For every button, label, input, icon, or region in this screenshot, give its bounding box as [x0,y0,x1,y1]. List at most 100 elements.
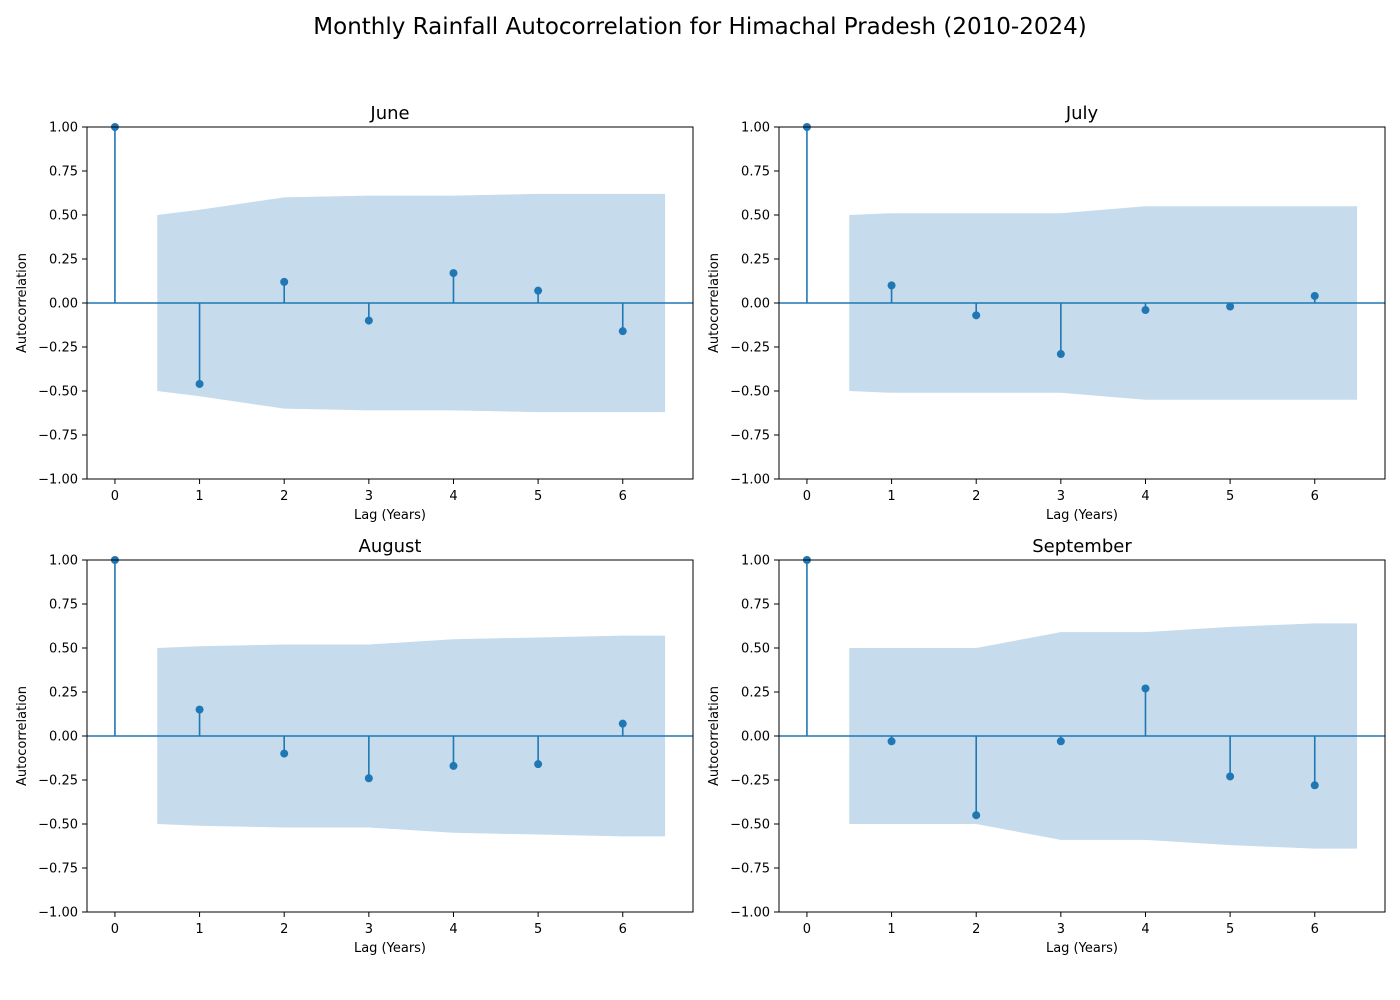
acf-point-lag-4 [1141,684,1150,693]
acf-point-lag-1 [887,281,896,290]
y-tick-label: −0.50 [38,818,78,833]
y-tick-label: −0.75 [38,862,78,877]
x-tick-label: 1 [887,489,895,504]
y-tick-label: −1.00 [730,473,770,488]
y-tick-label: −1.00 [38,473,78,488]
x-tick-label: 4 [449,489,457,504]
y-tick-label: −0.25 [38,774,78,789]
x-tick-label: 6 [1311,922,1319,937]
y-tick-label: 0.50 [741,209,770,224]
x-tick-label: 5 [1226,922,1234,937]
x-tick-label: 2 [280,489,288,504]
y-tick-label: −0.50 [38,385,78,400]
y-tick-label: −0.75 [730,429,770,444]
x-tick-label: 4 [449,922,457,937]
x-tick-label: 2 [972,489,980,504]
x-tick-label: 0 [803,922,811,937]
acf-point-lag-5 [1226,772,1235,781]
y-tick-label: 0.25 [49,253,78,268]
x-tick-label: 2 [972,922,980,937]
y-tick-label: 1.00 [741,554,770,569]
y-tick-label: −1.00 [38,906,78,921]
acf-point-lag-3 [1056,350,1065,359]
y-tick-label: 0.75 [741,165,770,180]
y-tick-label: −0.25 [38,341,78,356]
x-axis-label: Lag (Years) [354,941,426,956]
y-tick-label: −1.00 [730,906,770,921]
y-axis-label: Autocorrelation [707,253,722,353]
acf-subplot-september: −1.00 −0.75 −0.50 −0.25 0.00 0.25 0.50 0.75 1.00… [707,536,1386,956]
x-tick-label: 3 [1057,922,1065,937]
y-tick-label: 0.25 [741,686,770,701]
y-tick-label: 0.50 [49,209,78,224]
acf-point-lag-6 [618,327,627,336]
y-tick-label: 0.00 [49,297,78,312]
x-tick-label: 3 [365,922,373,937]
acf-point-lag-5 [1226,302,1235,311]
y-tick-label: −0.50 [730,818,770,833]
y-tick-label: 0.00 [741,297,770,312]
y-axis-label: Autocorrelation [15,253,30,353]
x-tick-label: 6 [619,922,627,937]
x-tick-label: 2 [280,922,288,937]
acf-point-lag-3 [364,774,373,783]
y-tick-label: 1.00 [741,121,770,136]
y-tick-label: 0.00 [49,730,78,745]
y-tick-label: −0.50 [730,385,770,400]
x-tick-label: 4 [1141,922,1149,937]
x-tick-label: 3 [1057,489,1065,504]
x-axis-label: Lag (Years) [354,508,426,523]
acf-point-lag-1 [195,705,204,714]
y-tick-label: 0.00 [741,730,770,745]
acf-point-lag-5 [534,760,543,769]
y-tick-label: 0.75 [49,165,78,180]
y-tick-label: 0.25 [49,686,78,701]
y-tick-label: 0.50 [49,642,78,657]
x-tick-label: 5 [534,922,542,937]
y-axis-label: Autocorrelation [707,686,722,786]
x-tick-label: 1 [195,489,203,504]
subplot-title: September [1032,536,1132,557]
acf-point-lag-3 [364,316,373,325]
x-tick-label: 1 [195,922,203,937]
acf-point-lag-2 [280,277,289,286]
acf-point-lag-6 [1310,781,1319,790]
subplot-title: July [1065,103,1099,124]
subplot-title: June [369,103,409,124]
acf-point-lag-6 [1310,291,1319,300]
x-tick-label: 0 [111,489,119,504]
y-tick-label: 0.75 [49,598,78,613]
x-axis-label: Lag (Years) [1046,941,1118,956]
acf-subplot-june: −1.00 −0.75 −0.50 −0.25 0.00 0.25 0.50 0.75 1.00… [15,103,694,523]
y-tick-label: 0.75 [741,598,770,613]
acf-point-lag-1 [195,379,204,388]
acf-point-lag-1 [887,737,896,746]
y-tick-label: −0.25 [730,774,770,789]
y-tick-label: 0.25 [741,253,770,268]
x-tick-label: 4 [1141,489,1149,504]
y-tick-label: 0.50 [741,642,770,657]
x-tick-label: 5 [534,489,542,504]
figure-title: Monthly Rainfall Autocorrelation for Him… [313,14,1087,40]
acf-point-lag-2 [280,749,289,758]
y-axis-label: Autocorrelation [15,686,30,786]
acf-point-lag-5 [534,286,543,295]
x-axis-label: Lag (Years) [1046,508,1118,523]
y-tick-label: −0.25 [730,341,770,356]
acf-point-lag-4 [449,761,458,770]
acf-subplot-july: −1.00 −0.75 −0.50 −0.25 0.00 0.25 0.50 0.75 1.00… [707,103,1386,523]
acf-subplot-august: −1.00 −0.75 −0.50 −0.25 0.00 0.25 0.50 0.75 1.00… [15,536,694,956]
acf-point-lag-6 [618,719,627,728]
y-tick-label: 1.00 [49,554,78,569]
y-tick-label: 1.00 [49,121,78,136]
acf-point-lag-2 [972,311,981,320]
subplot-title: August [359,536,422,557]
x-tick-label: 5 [1226,489,1234,504]
x-tick-label: 0 [111,922,119,937]
y-tick-label: −0.75 [38,429,78,444]
acf-point-lag-3 [1056,737,1065,746]
acf-point-lag-4 [1141,306,1150,315]
x-tick-label: 1 [887,922,895,937]
